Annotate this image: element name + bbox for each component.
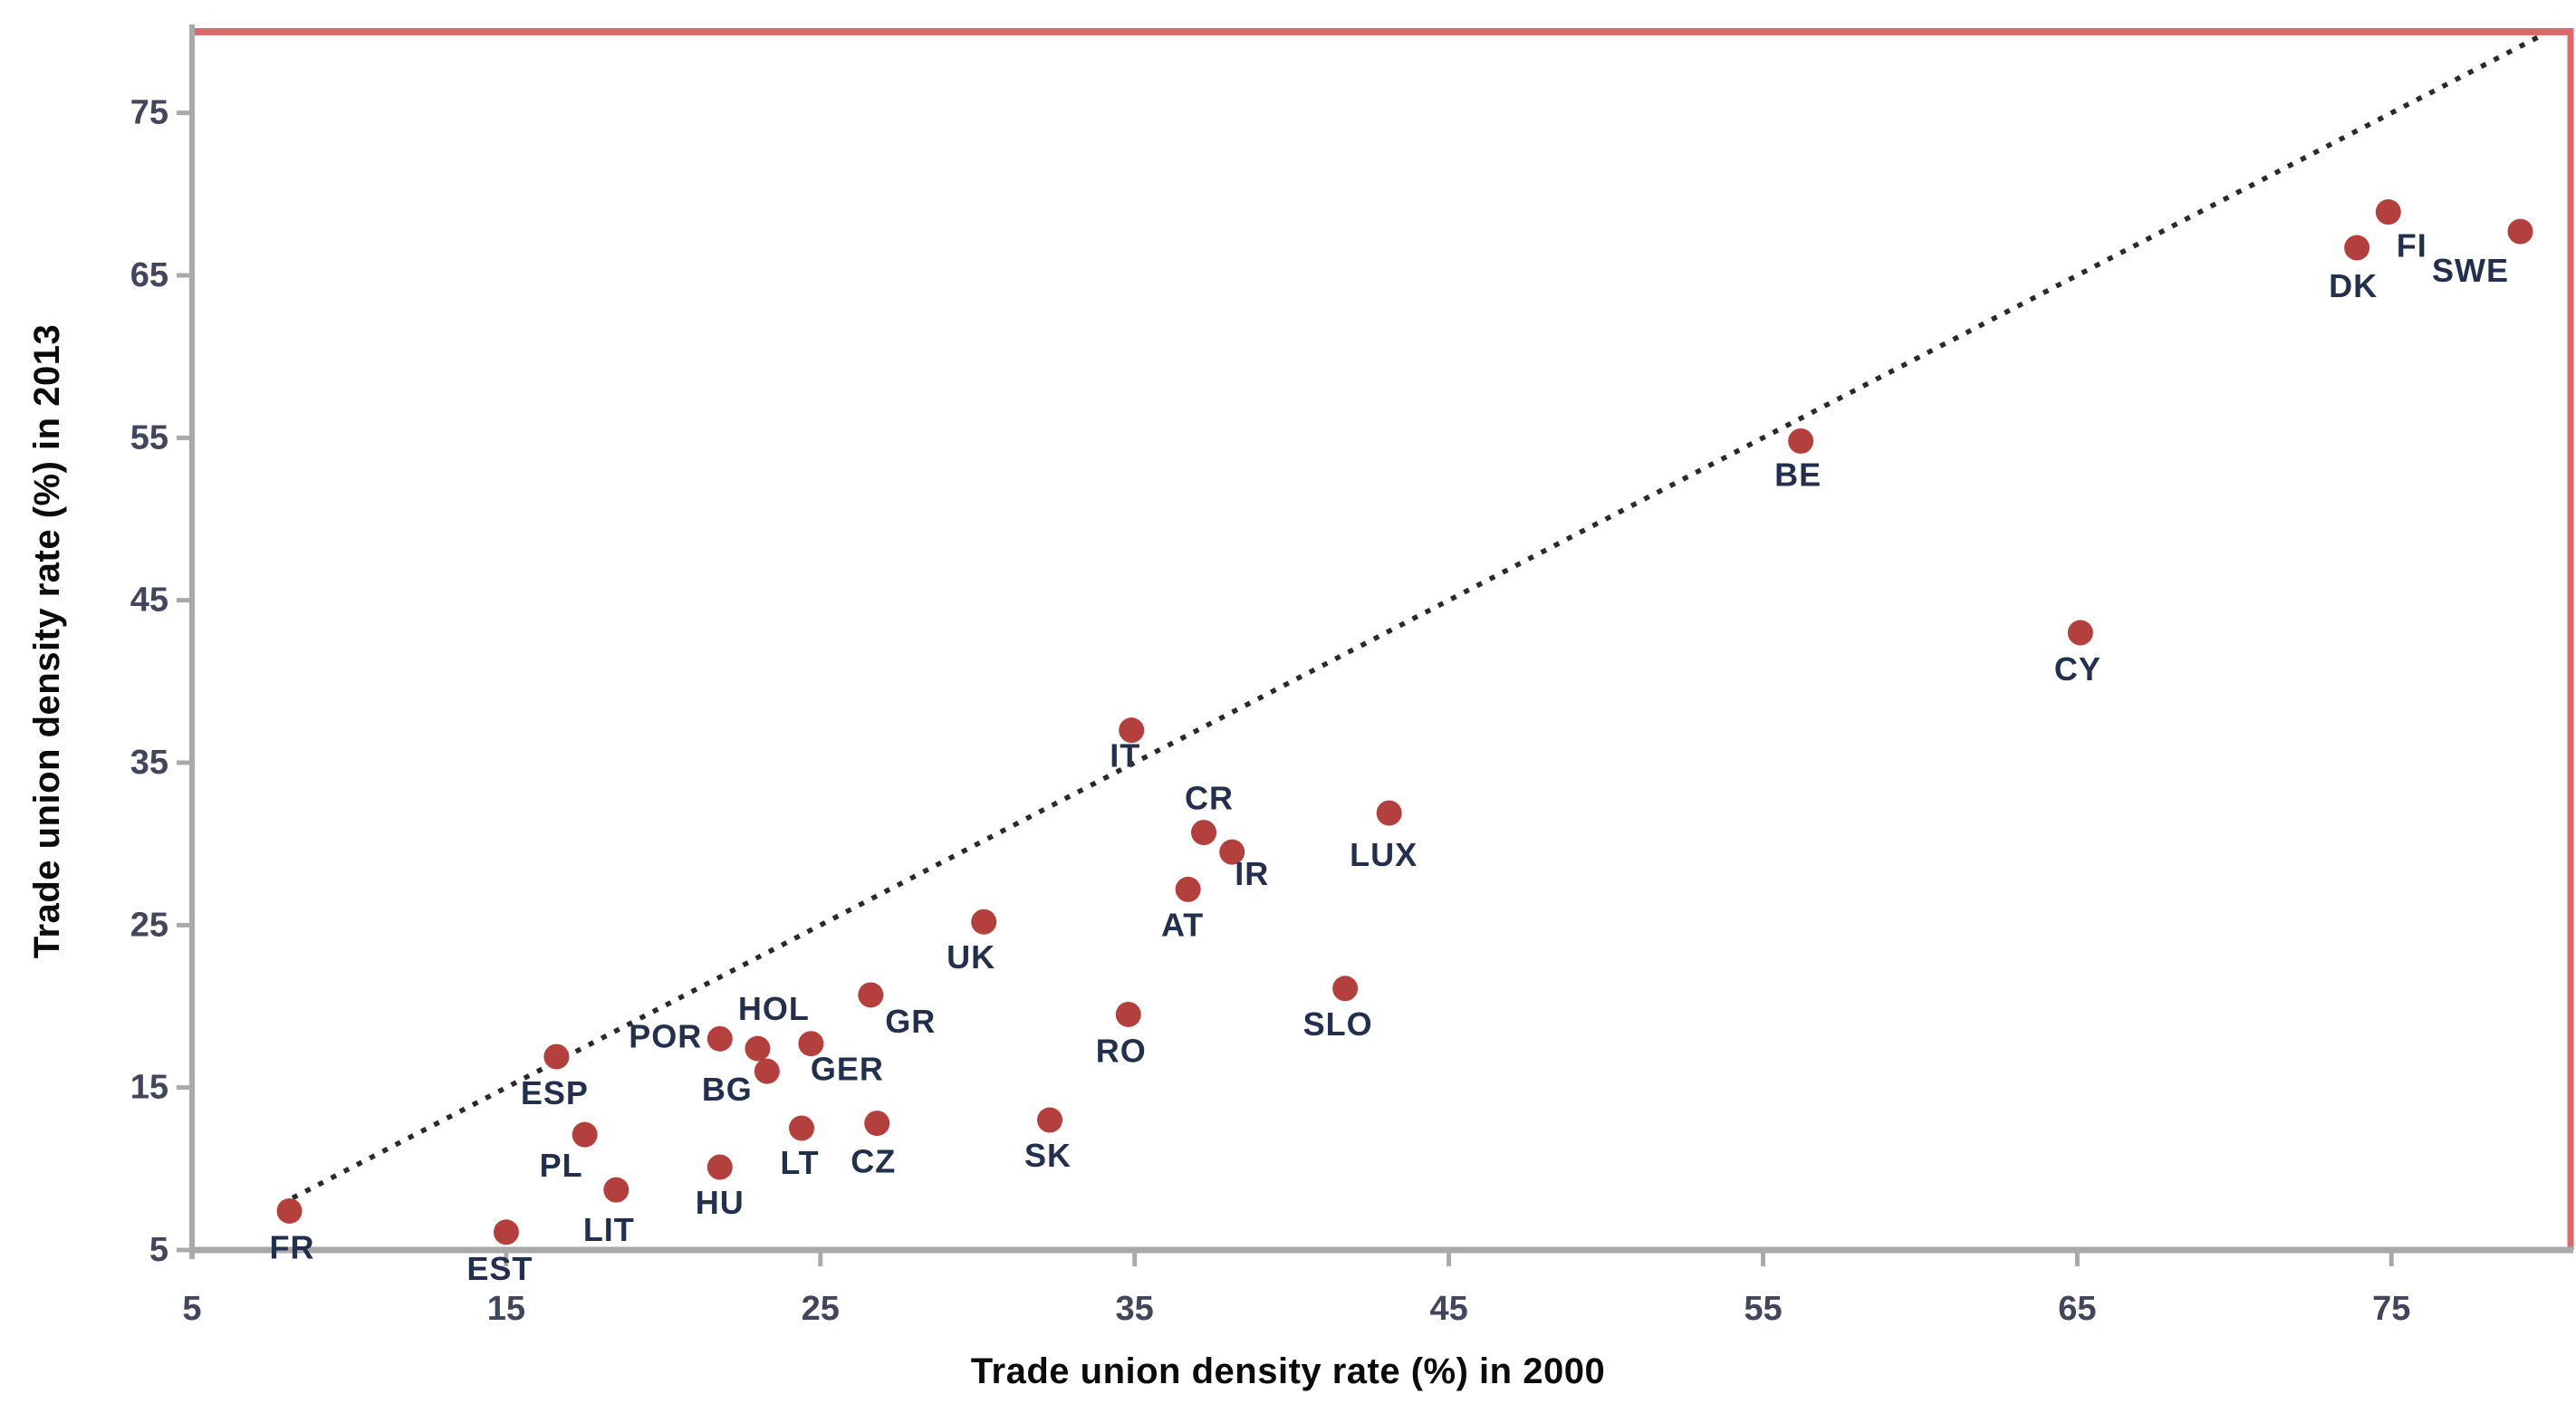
data-point-label-CY: CY [2054, 650, 2101, 687]
data-point-label-PL: PL [540, 1147, 583, 1184]
data-point-label-HOL: HOL [738, 990, 810, 1027]
data-point-dot-RO [1115, 1001, 1141, 1027]
x-tick-label-65: 65 [2058, 1290, 2096, 1328]
data-point-label-GER: GER [811, 1051, 884, 1088]
x-tick-label-55: 55 [1744, 1290, 1782, 1328]
data-point-dot-BG [754, 1058, 780, 1084]
data-point-label-CR: CR [1185, 780, 1234, 817]
x-tick-label-75: 75 [2372, 1290, 2410, 1328]
data-point-dot-AT [1175, 876, 1201, 902]
data-point-dot-IT [1119, 717, 1145, 744]
data-point-dot-LUX [1376, 800, 1402, 826]
data-point-dot-SLO [1332, 976, 1359, 1002]
identity-diagonal-line [291, 29, 2550, 1201]
x-tick-label-25: 25 [802, 1290, 840, 1328]
data-point-label-RO: RO [1096, 1032, 1147, 1069]
data-point-label-LUX: LUX [1350, 836, 1418, 873]
data-point-label-EST: EST [466, 1250, 533, 1287]
data-point-dot-GER [798, 1031, 824, 1057]
data-point-dot-UK [971, 909, 997, 935]
y-tick-label-35: 35 [130, 744, 168, 782]
data-point-label-POR: POR [629, 1017, 702, 1054]
data-point-dot-HU [706, 1154, 733, 1180]
data-point-dot-IR [1219, 839, 1245, 865]
data-point-label-LIT: LIT [583, 1211, 635, 1248]
data-point-label-ESP: ESP [521, 1074, 589, 1111]
data-point-dot-SWE [2507, 218, 2533, 245]
data-point-dot-CZ [864, 1111, 890, 1137]
data-point-dot-FR [276, 1197, 303, 1224]
data-point-label-IT: IT [1110, 737, 1140, 774]
data-point-dot-LT [788, 1115, 814, 1141]
y-tick-label-45: 45 [130, 582, 168, 620]
data-point-dot-CR [1191, 820, 1217, 846]
data-point-dot-SK [1037, 1107, 1063, 1133]
data-point-dot-LIT [603, 1177, 630, 1203]
y-tick-label-15: 15 [130, 1069, 168, 1107]
data-point-dot-DK [2344, 235, 2370, 261]
y-tick-label-75: 75 [130, 94, 168, 132]
data-point-label-BE: BE [1774, 456, 1821, 493]
x-axis-title: Trade union density rate (%) in 2000 [970, 1351, 1606, 1391]
x-tick-label-45: 45 [1429, 1290, 1467, 1328]
data-point-label-HU: HU [696, 1184, 745, 1221]
y-tick-label-65: 65 [130, 256, 168, 294]
data-point-label-SWE: SWE [2432, 252, 2509, 289]
x-tick-label-5: 5 [182, 1290, 201, 1328]
data-point-label-FI: FI [2397, 227, 2427, 264]
data-point-label-FR: FR [270, 1228, 315, 1265]
y-tick-label-55: 55 [130, 418, 168, 457]
data-point-label-AT: AT [1161, 906, 1204, 943]
data-point-label-CZ: CZ [851, 1143, 896, 1180]
data-point-dot-GR [858, 982, 884, 1008]
data-point-dot-PL [572, 1121, 598, 1148]
data-point-label-DK: DK [2329, 267, 2378, 304]
y-axis-title: Trade union density rate (%) in 2013 [27, 323, 67, 959]
y-tick-label-25: 25 [130, 906, 168, 944]
data-point-label-UK: UK [947, 938, 995, 976]
data-point-dot-FI [2375, 199, 2401, 226]
data-point-dot-EST [493, 1219, 519, 1245]
data-point-dot-CY [2067, 620, 2093, 646]
data-point-dot-POR [706, 1025, 733, 1052]
data-point-label-BG: BG [702, 1071, 753, 1108]
x-tick-label-35: 35 [1116, 1290, 1154, 1328]
data-point-label-SK: SK [1024, 1137, 1072, 1174]
data-point-label-GR: GR [885, 1003, 936, 1040]
x-tick-label-15: 15 [487, 1290, 525, 1328]
data-point-label-LT: LT [780, 1144, 819, 1181]
data-point-label-IR: IR [1235, 855, 1269, 892]
data-point-dot-HOL [745, 1035, 771, 1062]
data-point-label-SLO: SLO [1303, 1005, 1373, 1043]
data-point-dot-BE [1788, 428, 1814, 454]
data-point-dot-ESP [543, 1043, 570, 1070]
y-tick-label-5: 5 [149, 1231, 168, 1269]
